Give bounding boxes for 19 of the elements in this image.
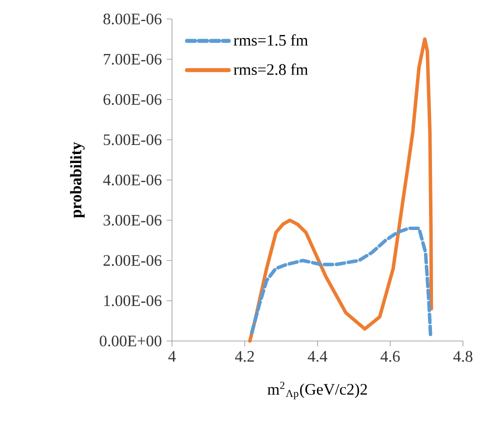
y-axis-title: probability bbox=[70, 142, 85, 218]
x-tick-label: 4.6 bbox=[380, 351, 400, 362]
y-tick-label: 0.00E+00 bbox=[100, 336, 162, 346]
x-tick-label: 4.2 bbox=[235, 351, 254, 362]
y-tick-label: 1.00E-06 bbox=[104, 295, 162, 306]
x-tick-label: 4.4 bbox=[308, 351, 328, 362]
y-tick-label: 7.00E-06 bbox=[104, 54, 162, 65]
y-tick-label: 6.00E-06 bbox=[104, 94, 162, 105]
legend-label: rms=1.5 fm bbox=[234, 34, 308, 46]
line-series bbox=[250, 226, 432, 339]
x-tick-label: 4 bbox=[168, 351, 176, 362]
y-tick-label: 2.00E-06 bbox=[104, 255, 162, 266]
x-axis-title: m$^{2}$$_{Λp}$(GeV/c2)2 bbox=[268, 382, 367, 400]
x-tick-label: 4.8 bbox=[453, 351, 472, 362]
y-tick-label: 4.00E-06 bbox=[103, 174, 162, 186]
y-tick-label: 3.00E-06 bbox=[104, 214, 162, 226]
y-tick-label: 8.00E-06 bbox=[103, 14, 162, 24]
legend-label: rms=2.8 fm bbox=[234, 64, 308, 76]
y-tick-label: 5.00E-06 bbox=[104, 134, 162, 146]
